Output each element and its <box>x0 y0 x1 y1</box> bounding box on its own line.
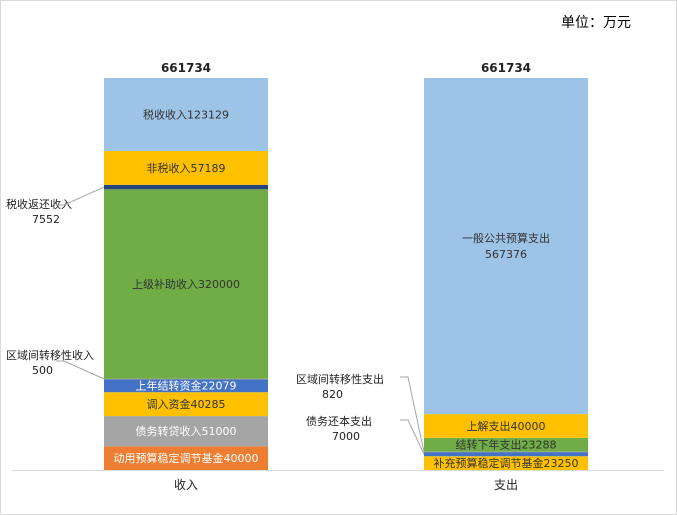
segment-label: 上年结转资金22079 <box>136 379 237 393</box>
bar-segment-expense-5 <box>424 78 588 415</box>
segment-value: 567376 <box>485 248 527 261</box>
segment-label: 上级补助收入320000 <box>132 277 240 291</box>
callout-label: 区域间转移性收入 <box>6 348 94 362</box>
segment-label: 税收收入123129 <box>143 107 229 121</box>
callout-value: 820 <box>322 388 343 401</box>
bar-segment-income-3 <box>104 379 268 393</box>
bar-segment-income-0 <box>104 446 268 470</box>
bar-segment-income-7 <box>104 150 268 185</box>
bar-segment-expense-4 <box>424 414 588 438</box>
bar-segment-expense-2 <box>424 451 588 453</box>
callout-label: 区域间转移性支出 <box>296 372 384 386</box>
bar-segment-expense-0 <box>424 456 588 470</box>
segment-label: 结转下年支出23288 <box>456 438 557 452</box>
bar-segment-income-1 <box>104 416 268 447</box>
bar-segment-income-2 <box>104 392 268 417</box>
segment-label: 调入资金40285 <box>147 397 226 411</box>
callout-label: 债务还本支出 <box>306 414 372 428</box>
callout-value: 7000 <box>332 430 360 443</box>
callout-label: 税收返还收入 <box>6 197 72 211</box>
callout-leader-line <box>56 360 105 380</box>
segment-label: 一般公共预算支出 <box>462 231 550 245</box>
callout-value: 500 <box>32 364 53 377</box>
segment-label: 动用预算稳定调节基金40000 <box>114 451 259 465</box>
segment-label: 补充预算稳定调节基金23250 <box>434 456 579 470</box>
callout-leader-line <box>400 419 425 455</box>
bar-segment-income-8 <box>104 78 268 151</box>
segment-label: 非税收入57189 <box>147 161 226 175</box>
category-label: 收入 <box>174 478 198 492</box>
callout-leader-line <box>56 186 105 206</box>
segment-label: 上解支出40000 <box>467 419 546 433</box>
bar-segment-income-5 <box>104 189 268 379</box>
segment-label: 债务转贷收入51000 <box>136 424 237 438</box>
bar-segment-income-4 <box>104 378 268 380</box>
unit-label: 单位：万元 <box>561 15 631 31</box>
bar-segment-income-6 <box>104 184 268 190</box>
bar-segment-expense-3 <box>424 437 588 452</box>
bar-segment-expense-1 <box>424 452 588 457</box>
bar-total-label: 661734 <box>481 61 531 75</box>
category-label: 支出 <box>494 478 518 492</box>
callout-value: 7552 <box>32 213 60 226</box>
bar-total-label: 661734 <box>161 61 211 75</box>
callout-leader-line <box>400 376 425 452</box>
